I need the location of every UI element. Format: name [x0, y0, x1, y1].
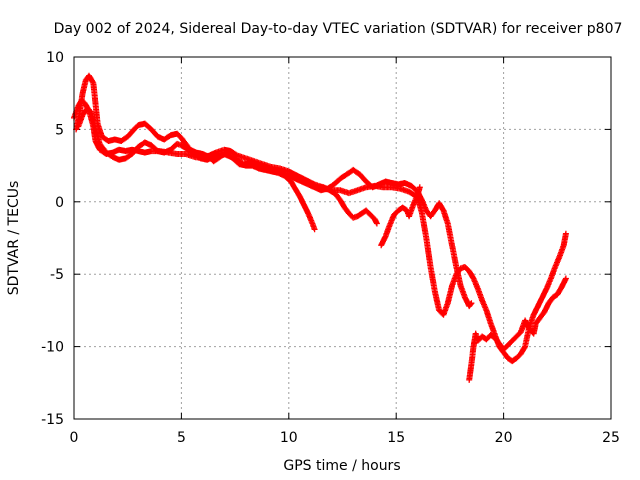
- data-series: [378, 184, 423, 249]
- x-tick-label: 25: [602, 430, 620, 446]
- grid: [74, 57, 611, 419]
- x-tick-label: 10: [280, 430, 298, 446]
- data-series: [466, 275, 569, 383]
- x-axis-label: GPS time / hours: [283, 458, 400, 474]
- x-tick-label: 0: [70, 430, 79, 446]
- y-tick-label: 5: [55, 122, 64, 138]
- data-series: [75, 106, 318, 233]
- x-tick-label: 15: [387, 430, 405, 446]
- y-axis-label: SDTVAR / TECUs: [6, 181, 22, 296]
- plot-area: [71, 72, 569, 383]
- y-tick-label: -15: [41, 412, 64, 428]
- x-tick-label: 20: [495, 430, 513, 446]
- data-series: [313, 184, 380, 227]
- chart-title: Day 002 of 2024, Sidereal Day-to-day VTE…: [54, 21, 623, 37]
- y-tick-label: 0: [55, 195, 64, 211]
- y-tick-label: -10: [41, 340, 64, 356]
- tick-labels: 0 5 10 15 20 25 -15 -10 -5 0 5 10: [41, 50, 620, 446]
- y-tick-label: -5: [50, 267, 64, 283]
- y-tick-label: 10: [46, 50, 64, 66]
- x-tick-label: 5: [177, 430, 186, 446]
- plot-frame: [73, 56, 612, 420]
